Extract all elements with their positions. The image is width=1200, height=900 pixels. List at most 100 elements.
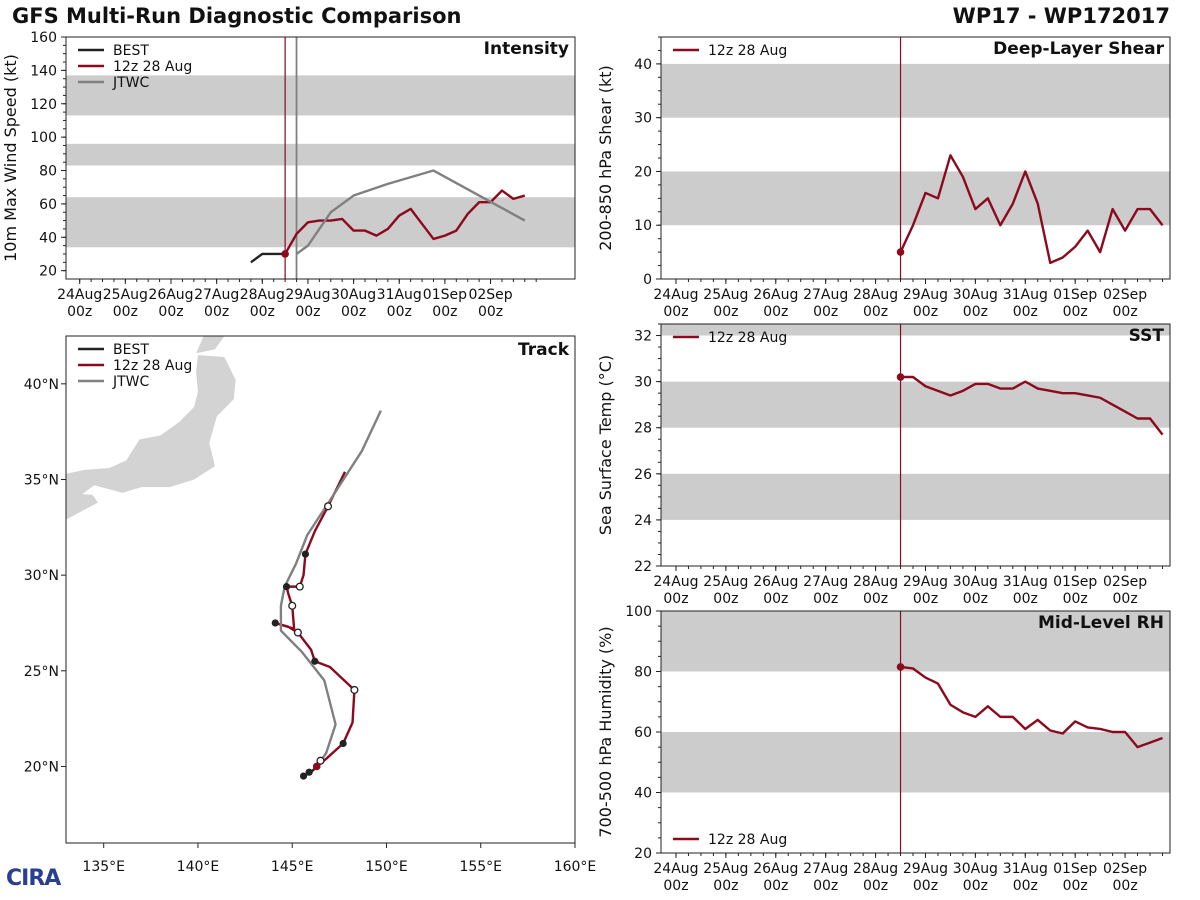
sst-legend-label: 12z 28 Aug [708, 330, 787, 346]
track-xtick-label: 135°E [82, 859, 125, 875]
rh-xtick-label: 28Aug [853, 861, 898, 877]
track-series-line [279, 410, 382, 768]
rh-xtick-label: 01Sep [1053, 861, 1097, 877]
track-ytick-label: 40°N [24, 377, 59, 393]
shear-xtick-label-hour: 00z [1113, 304, 1138, 320]
track-position-marker [311, 657, 319, 665]
rh-xtick-label-hour: 00z [863, 878, 888, 894]
intensity-xtick-label-hour: 00z [67, 304, 92, 320]
rh-xtick-label: 24Aug [653, 861, 698, 877]
shear-xtick-label: 02Sep [1103, 287, 1147, 303]
cira-logo: CIRA [6, 866, 61, 891]
sst-band [661, 324, 1170, 336]
rh-xtick-label: 25Aug [703, 861, 748, 877]
track-position-marker-open [293, 628, 302, 637]
track-xtick-label: 160°E [554, 859, 597, 875]
rh-ytick-label: 20 [634, 846, 652, 862]
shear-ytick-label: 40 [634, 57, 652, 73]
rh-series-line [900, 665, 1163, 749]
shear-xtick-label-hour: 00z [763, 304, 788, 320]
intensity-ytick-label: 160 [30, 30, 57, 46]
sst-xtick-label: 26Aug [753, 574, 798, 590]
sst-xtick-label: 24Aug [653, 574, 698, 590]
shear-series-line [899, 154, 1164, 265]
sst-xtick-label-hour: 00z [963, 591, 988, 607]
rh-xtick-label-hour: 00z [1113, 878, 1138, 894]
intensity-ylabel: 10m Max Wind Speed (kt) [1, 54, 20, 262]
shear-legend-label: 12z 28 Aug [708, 43, 787, 59]
shear-xtick-label-hour: 00z [713, 304, 738, 320]
shikoku-landmass [66, 492, 99, 520]
sst-xtick-label: 29Aug [903, 574, 948, 590]
intensity-series-marker [281, 250, 289, 258]
intensity-band [66, 143, 575, 166]
track-xtick-label: 145°E [271, 859, 314, 875]
sst-xtick-label: 27Aug [803, 574, 848, 590]
sst-xtick-label: 28Aug [853, 574, 898, 590]
track-legend-label: 12z 28 Aug [113, 358, 192, 374]
shear-xtick-label: 25Aug [703, 287, 748, 303]
track-ytick-label: 35°N [24, 472, 59, 488]
track-xtick-label: 150°E [365, 859, 408, 875]
sst-xtick-label: 02Sep [1103, 574, 1147, 590]
sst-xtick-label: 31Aug [1003, 574, 1048, 590]
intensity-xtick-label: 25Aug [103, 287, 148, 303]
intensity-xtick-label-hour: 00z [478, 304, 503, 320]
rh-ytick-label: 60 [634, 725, 652, 741]
rh-xtick-label: 31Aug [1003, 861, 1048, 877]
rh-ylabel: 700-500 hPa Humidity (%) [596, 626, 615, 837]
track-position-marker-open [316, 756, 325, 765]
shear-ytick-label: 20 [634, 164, 652, 180]
rh-xtick-label-hour: 00z [1063, 878, 1088, 894]
sst-series-line [900, 375, 1164, 436]
track-frame [65, 335, 576, 844]
sst-ytick-label: 28 [634, 421, 652, 437]
track-title: Track [518, 340, 570, 360]
shear-xtick-label-hour: 00z [913, 304, 938, 320]
intensity-xtick-label: 31Aug [377, 287, 422, 303]
shear-ylabel: 200-850 hPa Shear (kt) [596, 65, 615, 251]
intensity-xtick-label-hour: 00z [158, 304, 183, 320]
rh-band [661, 732, 1170, 793]
intensity-band [66, 75, 575, 116]
shear-ytick-label: 30 [634, 111, 652, 127]
intensity-xtick-label-hour: 00z [204, 304, 229, 320]
sst-xtick-label: 01Sep [1053, 574, 1097, 590]
shear-ytick-label: 0 [643, 272, 652, 288]
rh-ytick-label: 80 [634, 665, 652, 681]
rh-xtick-label-hour: 00z [713, 878, 738, 894]
sst-ytick-label: 32 [634, 329, 652, 345]
intensity-ytick-label: 40 [39, 230, 57, 246]
intensity-series-line [295, 169, 526, 255]
track-position-marker-open [350, 685, 359, 694]
intensity-band [66, 197, 575, 248]
track-position-marker-open [295, 582, 304, 591]
intensity-title: Intensity [484, 39, 569, 59]
rh-xtick-label-hour: 00z [663, 878, 688, 894]
sst-xtick-label-hour: 00z [763, 591, 788, 607]
intensity-xtick-label: 30Aug [331, 287, 376, 303]
shear-xtick-label-hour: 00z [1013, 304, 1038, 320]
track-position-marker-open [288, 601, 297, 610]
track-position-marker [301, 550, 310, 558]
intensity-ytick-label: 100 [30, 130, 57, 146]
rh-ytick-label: 40 [634, 786, 652, 802]
intensity-frame [65, 36, 576, 280]
sst-ytick-label: 22 [634, 559, 652, 575]
rh-xtick-label-hour: 00z [1013, 878, 1038, 894]
intensity-xtick-label-hour: 00z [295, 304, 320, 320]
rh-xtick-label: 27Aug [803, 861, 848, 877]
rh-band [661, 611, 1170, 672]
page-title: GFS Multi-Run Diagnostic Comparison [12, 4, 462, 28]
sst-xtick-label: 30Aug [953, 574, 998, 590]
track-position-marker [299, 772, 308, 780]
track-position-marker [305, 768, 313, 776]
shear-xtick-label-hour: 00z [1063, 304, 1088, 320]
storm-id: WP17 - WP172017 [952, 4, 1170, 28]
sst-xtick-label-hour: 00z [663, 591, 688, 607]
sst-xtick-label-hour: 00z [813, 591, 838, 607]
intensity-xtick-label: 24Aug [57, 287, 102, 303]
intensity-legend-label: 12z 28 Aug [113, 59, 192, 75]
intensity-xtick-label-hour: 00z [341, 304, 366, 320]
